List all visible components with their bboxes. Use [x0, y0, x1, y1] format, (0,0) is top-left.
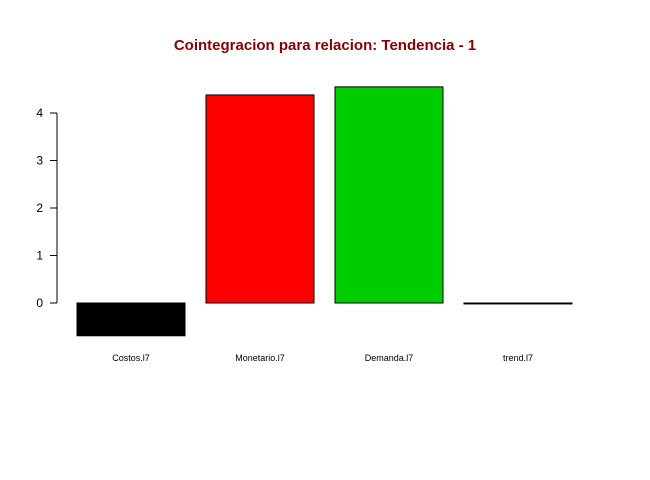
- x-tick-label: Costos.l7: [112, 353, 150, 363]
- y-tick-label: 3: [36, 154, 43, 168]
- y-tick-label: 2: [36, 201, 43, 215]
- x-tick-label: Monetario.l7: [235, 353, 285, 363]
- x-tick-label: Demanda.l7: [365, 353, 414, 363]
- bar-monetario-l7: [205, 94, 315, 304]
- y-tick-label: 0: [36, 296, 43, 310]
- x-axis-labels: Costos.l7 Monetario.l7 Demanda.l7 trend.l7: [112, 353, 533, 363]
- chart-title: Cointegracion para relacion: Tendencia -…: [174, 37, 476, 54]
- y-axis: 0 1 2 3 4: [36, 106, 57, 310]
- y-tick-label: 1: [36, 249, 43, 263]
- bar-demanda-l7: [334, 86, 444, 304]
- y-tick-label: 4: [36, 106, 43, 120]
- bar-group: [76, 86, 573, 337]
- bar-trend-l7: [463, 302, 573, 305]
- x-tick-label: trend.l7: [503, 353, 533, 363]
- bar-costos-l7: [76, 302, 186, 337]
